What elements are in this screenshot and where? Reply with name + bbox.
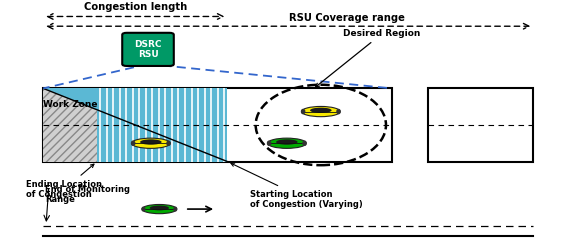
Text: RSU Coverage range: RSU Coverage range bbox=[289, 12, 405, 22]
Ellipse shape bbox=[302, 106, 340, 117]
Text: Congestion length: Congestion length bbox=[83, 2, 187, 12]
Ellipse shape bbox=[140, 139, 162, 145]
Bar bbox=[428, 88, 533, 162]
Bar bbox=[43, 88, 97, 162]
Text: Desired Region: Desired Region bbox=[316, 29, 421, 87]
Ellipse shape bbox=[336, 109, 341, 114]
Ellipse shape bbox=[301, 109, 306, 114]
Ellipse shape bbox=[142, 204, 177, 214]
Ellipse shape bbox=[268, 138, 306, 148]
Ellipse shape bbox=[267, 140, 272, 146]
Ellipse shape bbox=[149, 206, 169, 210]
Bar bbox=[43, 88, 392, 162]
Ellipse shape bbox=[141, 206, 145, 212]
Text: End of Monitoring
Range: End of Monitoring Range bbox=[45, 185, 130, 204]
Ellipse shape bbox=[173, 206, 177, 212]
Text: DSRC
RSU: DSRC RSU bbox=[134, 40, 162, 59]
FancyBboxPatch shape bbox=[122, 33, 174, 66]
Polygon shape bbox=[43, 88, 227, 162]
Text: Ending Location
of Congestion: Ending Location of Congestion bbox=[26, 164, 102, 199]
Ellipse shape bbox=[132, 138, 170, 148]
Bar bbox=[43, 88, 97, 162]
Bar bbox=[97, 88, 227, 162]
Ellipse shape bbox=[276, 139, 298, 145]
Ellipse shape bbox=[131, 140, 135, 146]
Text: Work Zone: Work Zone bbox=[43, 100, 97, 109]
Ellipse shape bbox=[310, 108, 332, 113]
Ellipse shape bbox=[166, 140, 171, 146]
Ellipse shape bbox=[302, 140, 307, 146]
Text: Starting Location
of Congestion (Varying): Starting Location of Congestion (Varying… bbox=[231, 163, 363, 209]
